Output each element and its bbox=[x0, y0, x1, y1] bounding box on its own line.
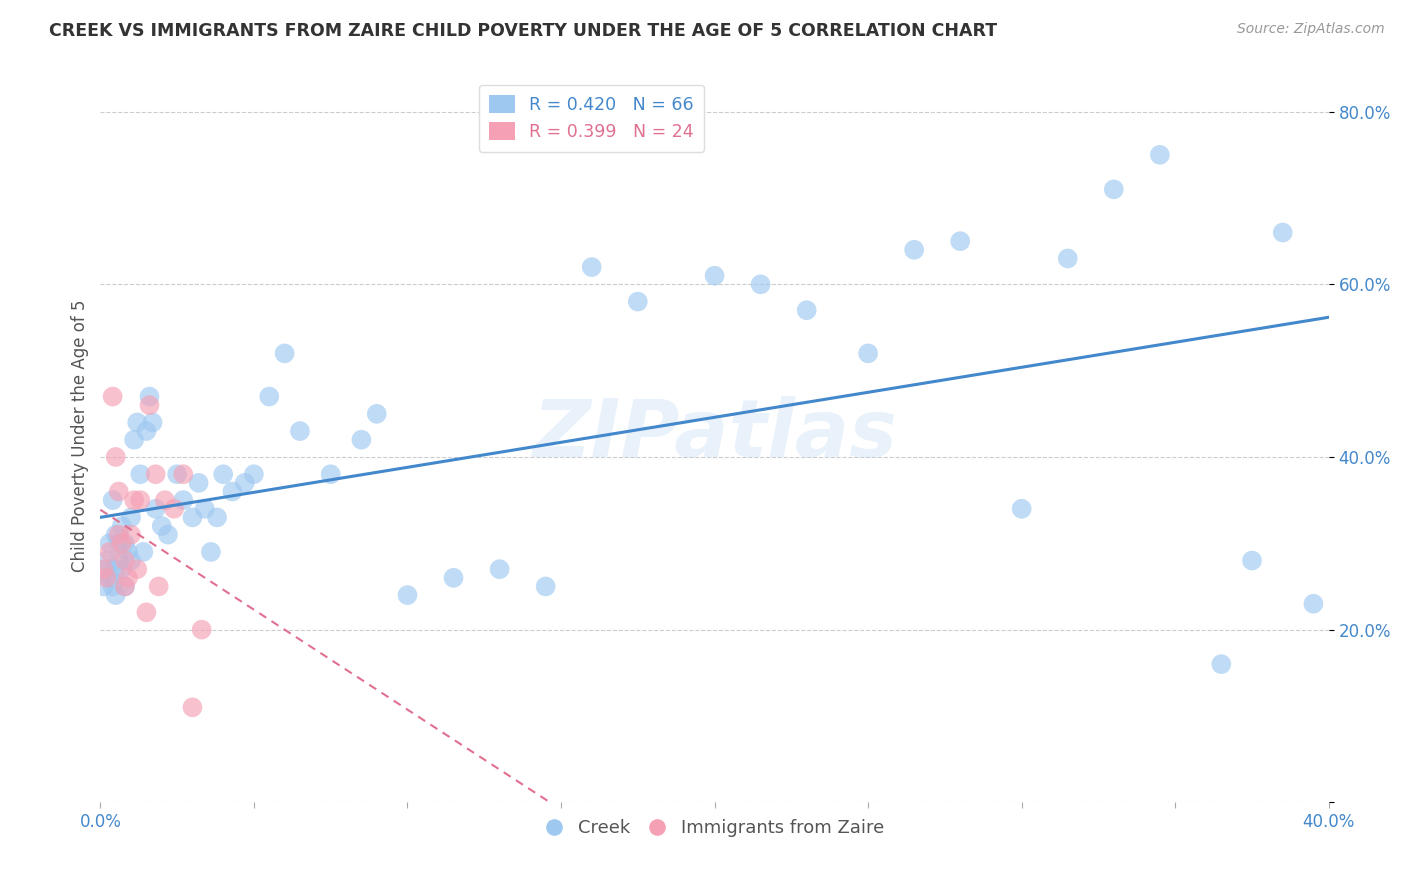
Point bbox=[138, 390, 160, 404]
Point bbox=[122, 433, 145, 447]
Point bbox=[703, 268, 725, 283]
Text: CREEK VS IMMIGRANTS FROM ZAIRE CHILD POVERTY UNDER THE AGE OF 5 CORRELATION CHAR: CREEK VS IMMIGRANTS FROM ZAIRE CHILD POV… bbox=[49, 22, 997, 40]
Text: Source: ZipAtlas.com: Source: ZipAtlas.com bbox=[1237, 22, 1385, 37]
Point bbox=[145, 501, 167, 516]
Point bbox=[396, 588, 419, 602]
Point bbox=[1240, 553, 1263, 567]
Point bbox=[200, 545, 222, 559]
Point bbox=[288, 424, 311, 438]
Point bbox=[138, 398, 160, 412]
Point bbox=[796, 303, 818, 318]
Point bbox=[101, 390, 124, 404]
Point bbox=[1211, 657, 1233, 672]
Point bbox=[148, 579, 170, 593]
Point bbox=[181, 700, 204, 714]
Point bbox=[104, 562, 127, 576]
Point bbox=[98, 536, 121, 550]
Point bbox=[856, 346, 879, 360]
Point bbox=[273, 346, 295, 360]
Point bbox=[135, 424, 157, 438]
Point bbox=[205, 510, 228, 524]
Point bbox=[319, 467, 342, 482]
Point bbox=[132, 545, 155, 559]
Point bbox=[166, 467, 188, 482]
Point bbox=[114, 553, 136, 567]
Point bbox=[1011, 501, 1033, 516]
Legend: Creek, Immigrants from Zaire: Creek, Immigrants from Zaire bbox=[538, 812, 891, 845]
Point bbox=[1056, 252, 1078, 266]
Point bbox=[142, 416, 165, 430]
Point bbox=[1302, 597, 1324, 611]
Point bbox=[350, 433, 373, 447]
Point bbox=[120, 527, 142, 541]
Point bbox=[903, 243, 925, 257]
Point bbox=[221, 484, 243, 499]
Point bbox=[127, 416, 149, 430]
Point bbox=[96, 553, 118, 567]
Point bbox=[135, 605, 157, 619]
Point bbox=[1102, 182, 1125, 196]
Point bbox=[111, 519, 134, 533]
Point bbox=[93, 562, 115, 576]
Point bbox=[107, 484, 129, 499]
Point bbox=[96, 571, 118, 585]
Point bbox=[104, 588, 127, 602]
Point bbox=[107, 527, 129, 541]
Point bbox=[172, 467, 194, 482]
Point bbox=[194, 501, 217, 516]
Point bbox=[107, 536, 129, 550]
Point bbox=[187, 475, 209, 490]
Point bbox=[181, 510, 204, 524]
Point bbox=[93, 579, 115, 593]
Point bbox=[534, 579, 557, 593]
Point bbox=[156, 527, 179, 541]
Point bbox=[98, 545, 121, 559]
Point bbox=[949, 234, 972, 248]
Point bbox=[366, 407, 388, 421]
Point bbox=[233, 475, 256, 490]
Point bbox=[1149, 148, 1171, 162]
Point bbox=[122, 493, 145, 508]
Point bbox=[1271, 226, 1294, 240]
Point bbox=[104, 450, 127, 464]
Point bbox=[101, 493, 124, 508]
Point bbox=[114, 579, 136, 593]
Point bbox=[114, 579, 136, 593]
Point bbox=[153, 493, 176, 508]
Point bbox=[129, 467, 152, 482]
Point bbox=[259, 390, 281, 404]
Point bbox=[163, 501, 186, 516]
Point bbox=[104, 527, 127, 541]
Point bbox=[107, 553, 129, 567]
Point bbox=[488, 562, 510, 576]
Point bbox=[443, 571, 465, 585]
Point bbox=[111, 536, 134, 550]
Point bbox=[111, 562, 134, 576]
Point bbox=[101, 579, 124, 593]
Point bbox=[117, 545, 139, 559]
Point bbox=[243, 467, 266, 482]
Point bbox=[145, 467, 167, 482]
Point bbox=[96, 562, 118, 576]
Point bbox=[127, 562, 149, 576]
Point bbox=[114, 536, 136, 550]
Point bbox=[190, 623, 212, 637]
Point bbox=[150, 519, 173, 533]
Text: ZIPatlas: ZIPatlas bbox=[531, 396, 897, 475]
Point bbox=[117, 571, 139, 585]
Point bbox=[581, 260, 603, 274]
Point bbox=[129, 493, 152, 508]
Point bbox=[172, 493, 194, 508]
Point bbox=[627, 294, 650, 309]
Point bbox=[120, 510, 142, 524]
Y-axis label: Child Poverty Under the Age of 5: Child Poverty Under the Age of 5 bbox=[72, 299, 89, 572]
Point bbox=[98, 571, 121, 585]
Point bbox=[212, 467, 235, 482]
Point bbox=[120, 553, 142, 567]
Point bbox=[749, 277, 772, 292]
